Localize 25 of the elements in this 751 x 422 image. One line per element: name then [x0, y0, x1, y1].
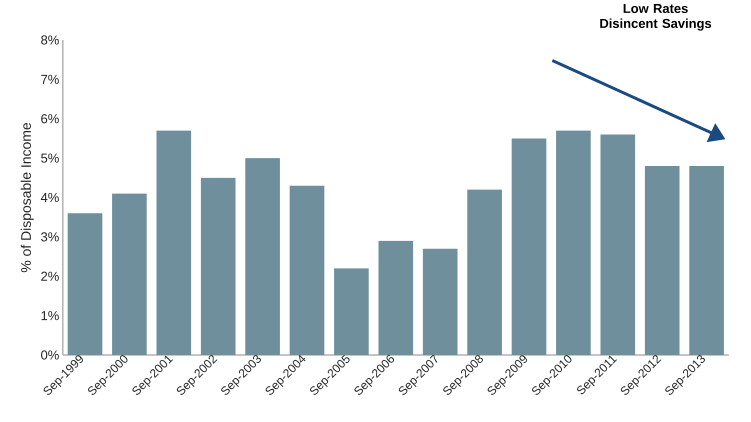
y-tick-label: 8%	[41, 35, 59, 45]
bar	[467, 190, 502, 355]
y-tick-label: 6%	[41, 114, 59, 124]
text: Low Rates Disincent Savings	[600, 4, 712, 31]
bar	[334, 268, 369, 355]
y-axis-title: % of Disposable Income	[20, 122, 34, 272]
bar	[245, 158, 280, 355]
y-tick-label: 5%	[41, 154, 59, 163]
bar	[156, 130, 192, 355]
bar	[644, 166, 680, 355]
bar	[378, 240, 414, 355]
y-tick-label: 3%	[41, 232, 59, 242]
bar	[200, 178, 236, 355]
bar	[68, 213, 102, 355]
bar	[290, 186, 324, 355]
bar	[600, 134, 636, 355]
bar	[512, 138, 546, 355]
y-tick-label: 1%	[42, 311, 59, 320]
bar	[689, 166, 724, 355]
y-tick-label: 7%	[41, 74, 59, 84]
bar	[112, 194, 147, 355]
y-tick-label: 2%	[41, 272, 59, 281]
bar	[556, 130, 591, 355]
y-tick-label: 4%	[40, 192, 59, 202]
bar	[422, 248, 458, 355]
